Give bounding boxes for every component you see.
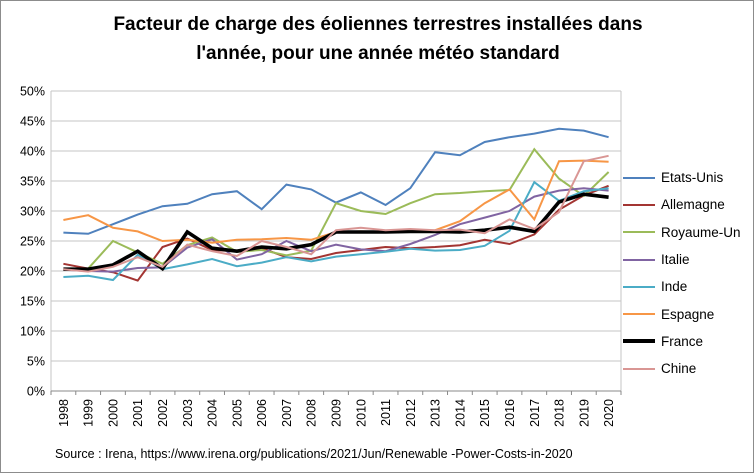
- x-axis-label: 2007: [280, 399, 294, 427]
- x-axis-label: 2003: [181, 399, 195, 427]
- legend-swatch-line: [623, 176, 655, 179]
- y-axis-label: 20%: [20, 265, 45, 279]
- x-axis-label: 2000: [106, 399, 120, 427]
- y-axis-label: 40%: [20, 145, 45, 159]
- chart-title-line1: Facteur de charge des éoliennes terrestr…: [113, 14, 643, 35]
- y-axis-label: 50%: [20, 85, 45, 99]
- x-axis-label: 2020: [602, 399, 616, 427]
- legend-item-allemagne: Allemagne: [623, 191, 741, 218]
- legend-label: Royaume-Un: [661, 224, 741, 240]
- legend-swatch-line: [623, 339, 655, 344]
- y-axis-label: 25%: [20, 235, 45, 249]
- x-axis-label: 2001: [131, 399, 145, 427]
- x-axis-label: 2018: [553, 399, 567, 427]
- x-axis-label: 2009: [330, 399, 344, 427]
- legend-swatch-line: [623, 367, 655, 370]
- series-line-chine: [63, 154, 609, 273]
- legend-swatch-line: [623, 231, 655, 234]
- series-line-france: [63, 192, 609, 272]
- source-note: Source : Irena, https://www.irena.org/pu…: [55, 447, 573, 461]
- y-axis-label: 0%: [27, 385, 45, 399]
- legend-label: France: [661, 333, 704, 349]
- x-axis-label: 2004: [206, 399, 220, 427]
- series-line-royaume-un: [63, 147, 610, 271]
- x-axis-label: 2012: [404, 399, 418, 427]
- x-axis-label: 2008: [305, 399, 319, 427]
- y-axis-label: 30%: [20, 205, 45, 219]
- legend-item-france: France: [623, 328, 741, 355]
- x-axis-label: 2011: [379, 399, 393, 426]
- chart-title-line2: l'année, pour une année météo standard: [196, 42, 560, 64]
- legend-swatch-line: [623, 285, 655, 288]
- y-axis-label: 35%: [20, 175, 45, 189]
- x-axis-label: 2006: [255, 399, 269, 427]
- y-axis-label: 5%: [27, 355, 45, 369]
- x-axis-label: 2002: [156, 399, 170, 427]
- legend-label: Chine: [661, 361, 697, 377]
- y-axis-label: 15%: [20, 295, 45, 309]
- x-axis-label: 2005: [230, 399, 244, 427]
- chart-title: Facteur de charge des éoliennes terrestr…: [1, 11, 753, 68]
- x-axis-label: 2015: [478, 399, 492, 427]
- x-axis-label: 1998: [57, 399, 71, 427]
- legend-item-inde: Inde: [623, 273, 741, 300]
- legend-label: Inde: [661, 279, 688, 295]
- x-axis-label: 2016: [503, 399, 517, 427]
- series-line-allemagne: [63, 184, 609, 282]
- legend-swatch-line: [623, 203, 655, 206]
- chart-legend: Etats-Unis Allemagne Royaume-Un Italie Inde E…: [623, 164, 741, 382]
- x-axis-label: 2019: [577, 399, 591, 427]
- y-axis-label: 45%: [20, 115, 45, 129]
- legend-item-royaume-un: Royaume-Un: [623, 219, 741, 246]
- legend-item-italie: Italie: [623, 246, 741, 273]
- legend-item-chine: Chine: [623, 355, 741, 382]
- x-axis-label: 2010: [354, 399, 368, 427]
- x-axis-label: 2014: [453, 399, 467, 427]
- series-line-italie: [63, 187, 609, 273]
- legend-label: Etats-Unis: [661, 170, 724, 186]
- legend-item-espagne: Espagne: [623, 300, 741, 327]
- legend-swatch-line: [623, 258, 655, 261]
- legend-label: Allemagne: [661, 197, 725, 213]
- legend-label: Italie: [661, 252, 690, 268]
- x-axis-label: 2013: [429, 399, 443, 427]
- legend-swatch-line: [623, 313, 655, 316]
- y-axis-label: 10%: [20, 325, 45, 339]
- legend-label: Espagne: [661, 306, 715, 322]
- x-axis-label: 2017: [528, 399, 542, 427]
- legend-item-etats-unis: Etats-Unis: [623, 164, 741, 191]
- x-axis-label: 1999: [82, 399, 96, 427]
